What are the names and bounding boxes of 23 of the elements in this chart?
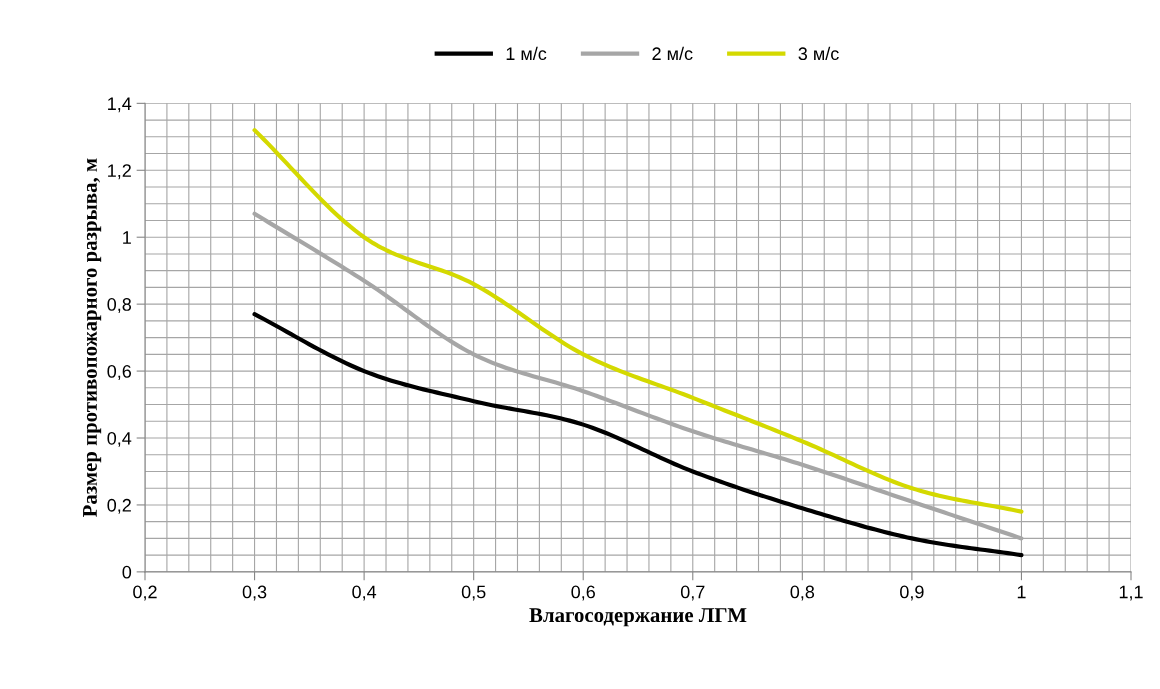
x-tick-label: 0,8: [790, 585, 815, 601]
y-tick-label: 0: [122, 565, 132, 579]
legend-label: 3 м/с: [798, 46, 839, 61]
y-tick-label: 1,4: [108, 97, 132, 113]
x-tick-label: 1: [1017, 585, 1026, 599]
x-tick-label: 1,1: [1119, 585, 1143, 601]
y-tick-label: 1,2: [108, 164, 131, 180]
x-tick-label: 0,4: [352, 585, 377, 601]
y-tick-label: 0,8: [107, 298, 132, 313]
x-tick-label: 0,5: [461, 585, 486, 601]
x-tick-label: 0,6: [571, 585, 595, 601]
x-axis-title: Влагосодержание ЛГМ: [529, 608, 747, 627]
y-tick-label: 1: [123, 231, 131, 244]
y-tick-label: 0,2: [107, 498, 131, 514]
legend-label: 1 м/с: [506, 46, 547, 61]
y-tick-label: 0,4: [107, 431, 132, 447]
legend-label: 2 м/с: [652, 46, 693, 61]
x-tick-label: 0,2: [133, 585, 157, 601]
y-axis-title: Размер противопожарного разрыва, м: [83, 158, 102, 517]
x-tick-label: 0,9: [900, 585, 924, 601]
x-tick-label: 0,3: [242, 585, 267, 601]
y-tick-label: 0,6: [107, 365, 132, 380]
x-tick-label: 0,7: [680, 585, 705, 601]
